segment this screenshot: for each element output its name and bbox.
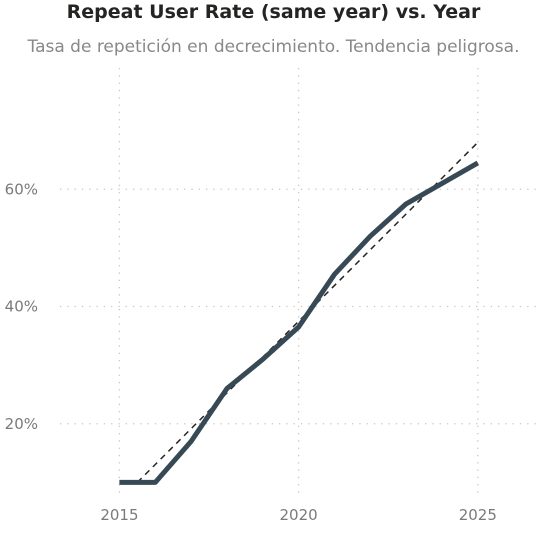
x-tick-label: 2025 bbox=[459, 506, 497, 524]
trendline-layer bbox=[136, 141, 479, 483]
series-line bbox=[119, 160, 480, 485]
x-tick-label: 2020 bbox=[280, 506, 318, 524]
chart-subtitle: Tasa de repetición en decrecimiento. Ten… bbox=[27, 37, 520, 57]
gridlines bbox=[60, 68, 536, 495]
series-layer bbox=[119, 160, 480, 485]
chart-title: Repeat User Rate (same year) vs. Year bbox=[66, 1, 481, 23]
x-tick-label: 2015 bbox=[100, 506, 138, 524]
y-tick-label: 20% bbox=[5, 415, 38, 433]
y-tick-label: 60% bbox=[5, 180, 38, 198]
trendline bbox=[136, 141, 479, 483]
y-tick-label: 40% bbox=[5, 298, 38, 316]
x-axis-tick-labels: 2015 2020 2025 bbox=[100, 506, 497, 524]
y-axis-tick-labels: 20% 40% 60% bbox=[5, 180, 38, 433]
